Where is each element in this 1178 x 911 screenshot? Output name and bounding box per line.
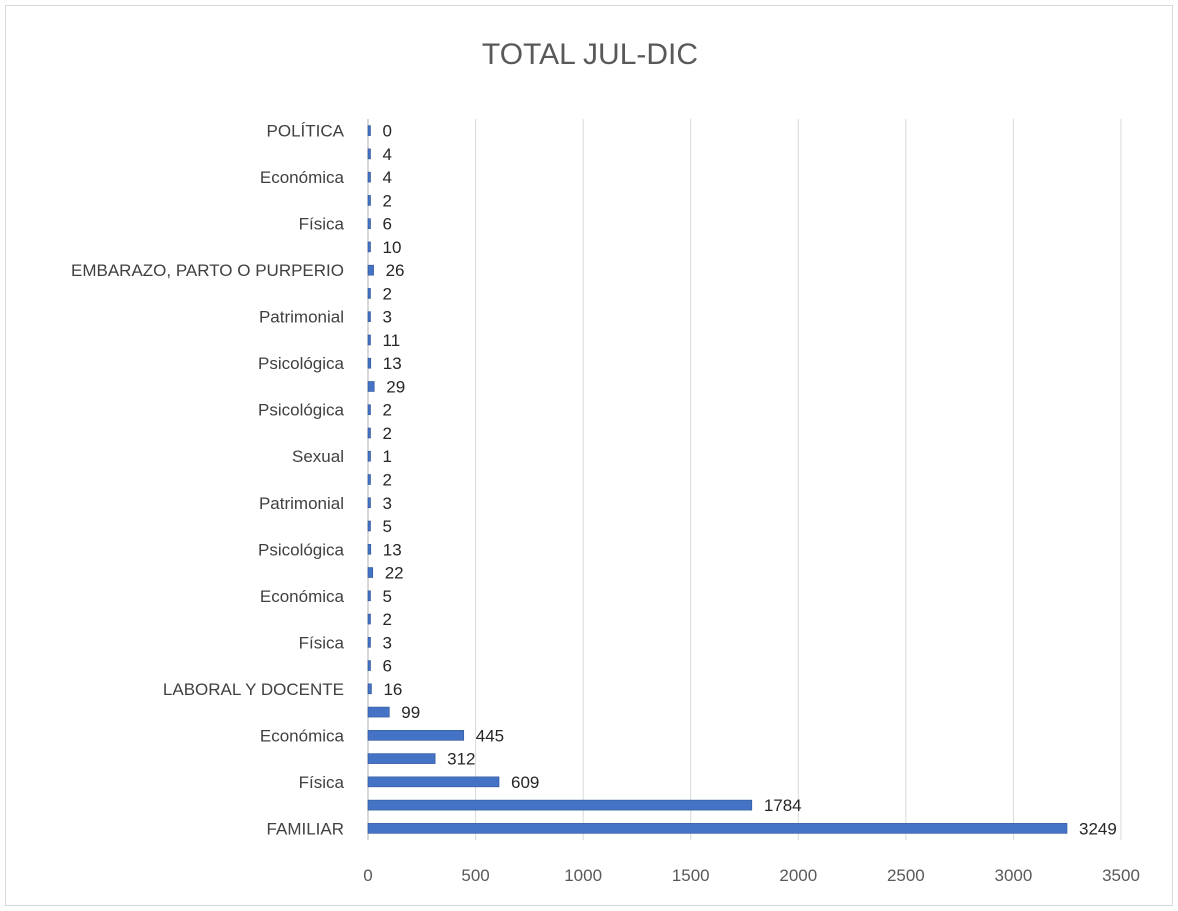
category-label: LABORAL Y DOCENTE: [163, 680, 344, 699]
x-tick-label: 1000: [564, 866, 602, 885]
category-label: POLÍTICA: [267, 122, 345, 141]
data-label: 16: [383, 680, 402, 699]
data-label: 2: [383, 471, 392, 490]
data-label: 13: [383, 354, 402, 373]
category-label: Económica: [260, 726, 345, 745]
data-label: 22: [385, 564, 404, 583]
bar: [367, 660, 371, 671]
data-label: 11: [383, 331, 401, 350]
bar: [367, 753, 436, 764]
bar: [367, 288, 371, 299]
data-label: 1784: [764, 796, 802, 815]
bar-chart: TOTAL JUL-DIC 32491784609312445991663252…: [71, 38, 1140, 885]
gridlines: [367, 119, 1122, 840]
bar: [367, 567, 374, 578]
bar: [367, 637, 371, 648]
bars: [367, 125, 1068, 834]
category-label: Económica: [260, 587, 345, 606]
bar: [367, 195, 371, 206]
category-label: Sexual: [292, 447, 344, 466]
data-label: 445: [476, 726, 504, 745]
data-label: 2: [383, 284, 392, 303]
category-label: Psicológica: [258, 540, 345, 559]
bar: [367, 730, 465, 741]
data-label: 1: [383, 447, 392, 466]
data-label: 2: [383, 610, 392, 629]
data-label: 3249: [1079, 819, 1117, 838]
data-label: 609: [511, 773, 539, 792]
category-label: Económica: [260, 168, 345, 187]
bar: [367, 148, 371, 160]
x-tick-label: 0: [363, 866, 372, 885]
data-label: 2: [383, 191, 392, 210]
data-label: 10: [383, 238, 402, 257]
category-label: Psicológica: [258, 401, 345, 420]
category-label: FAMILIAR: [267, 819, 344, 838]
x-tick-label: 3500: [1102, 866, 1140, 885]
bar: [367, 241, 371, 253]
data-label: 2: [383, 401, 392, 420]
category-label: Física: [299, 633, 345, 652]
data-label: 29: [386, 377, 405, 396]
bar: [367, 474, 371, 485]
bar: [367, 613, 371, 625]
category-label: Patrimonial: [259, 494, 344, 513]
data-label: 0: [383, 122, 392, 141]
bar: [367, 334, 371, 346]
data-label: 99: [401, 703, 420, 722]
bar: [367, 683, 372, 695]
x-tick-label: 500: [461, 866, 489, 885]
bar: [367, 357, 372, 369]
data-label: 6: [383, 657, 392, 676]
bar: [367, 706, 390, 718]
x-tick-label: 2000: [779, 866, 817, 885]
data-label: 3: [383, 308, 392, 327]
chart-title: TOTAL JUL-DIC: [482, 38, 698, 71]
bar: [367, 311, 371, 322]
x-tick-label: 1500: [672, 866, 710, 885]
data-label: 6: [383, 215, 392, 234]
bar: [367, 171, 371, 183]
bar: [367, 218, 371, 229]
x-axis-ticks: 0 500 1000 1500 2000 2500 3000 3500: [363, 866, 1140, 885]
x-tick-label: 3000: [995, 866, 1033, 885]
category-labels: FAMILIAR Física Económica LABORAL Y DOCENTE…: [71, 122, 345, 839]
bar: [367, 799, 753, 811]
data-label: 4: [383, 145, 392, 164]
bar: [367, 264, 374, 276]
chart-area: TOTAL JUL-DIC 3249 1784 609 312 445 99 16 6 3 2 5 2…: [5, 5, 1173, 906]
category-label: Física: [299, 773, 345, 792]
bar: [367, 520, 371, 532]
bar: [367, 404, 371, 416]
bar: [367, 381, 375, 392]
bar: [367, 497, 371, 509]
data-label: 312: [447, 750, 475, 769]
x-tick-label: 2500: [887, 866, 925, 885]
bar: [367, 776, 500, 788]
data-label: 4: [383, 168, 392, 187]
data-labels: 3249178460931244599166325221353212229131…: [383, 122, 1117, 839]
data-label: 26: [386, 261, 405, 280]
bar: [367, 450, 371, 462]
data-label: 13: [383, 540, 402, 559]
bar: [367, 427, 371, 439]
category-label: Patrimonial: [259, 308, 344, 327]
bar: [367, 543, 372, 555]
category-label: EMBARAZO, PARTO O PURPERIO: [71, 261, 344, 280]
bar: [367, 590, 371, 602]
category-label: Física: [299, 215, 345, 234]
data-label: 3: [383, 633, 392, 652]
data-label: 2: [383, 424, 392, 443]
bar: [367, 823, 1068, 834]
data-label: 5: [383, 587, 392, 606]
data-label: 3: [383, 494, 392, 513]
bar: [367, 125, 371, 136]
category-label: Psicológica: [258, 354, 345, 373]
data-label: 5: [383, 517, 392, 536]
